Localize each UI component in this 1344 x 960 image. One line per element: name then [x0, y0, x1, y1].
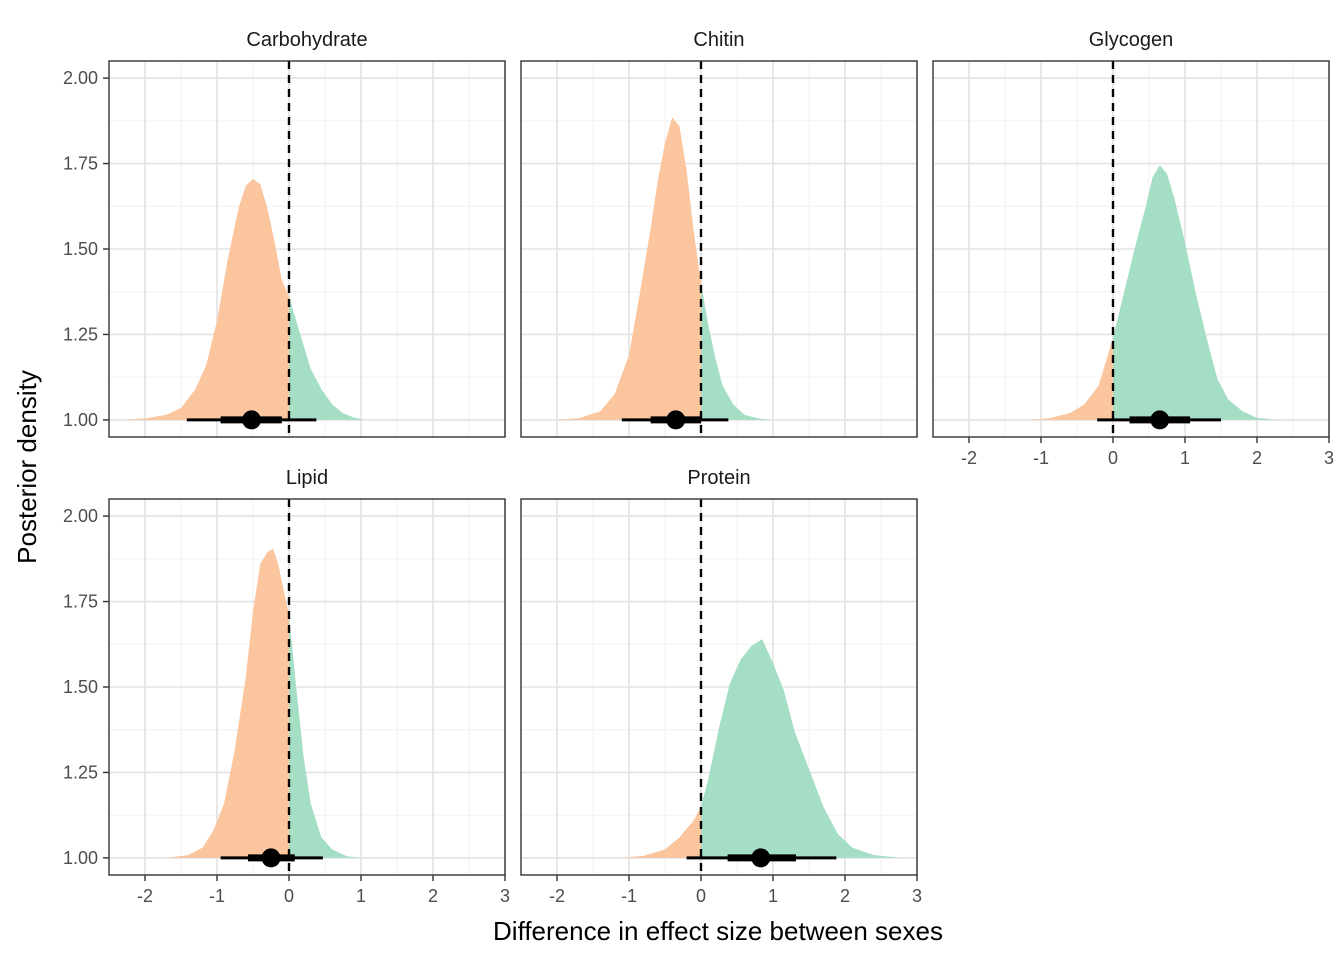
x-tick-label: 0 — [284, 886, 294, 906]
panel-border — [520, 60, 918, 438]
x-tick-label: 1 — [768, 886, 778, 906]
density-area-negative — [557, 117, 701, 420]
y-tick-label: 1.50 — [63, 677, 98, 697]
panel-glycogen: Glycogen -2 -1 0 1 2 3 — [932, 29, 1334, 468]
density-area-negative — [123, 178, 289, 420]
median-point — [242, 410, 262, 430]
panel-plot-area — [123, 61, 365, 437]
panel-plot-area — [166, 499, 361, 875]
density-area-positive — [1113, 165, 1279, 420]
y-tick-label: 1.75 — [63, 154, 98, 174]
y-tick-label: 1.00 — [63, 848, 98, 868]
panel-protein: Protein -2 -1 0 1 2 3 — [520, 467, 922, 906]
x-tick-label: 2 — [840, 886, 850, 906]
median-point — [261, 848, 281, 868]
density-area-positive — [289, 296, 365, 420]
panel-border — [520, 498, 918, 876]
x-tick-label: -1 — [621, 886, 637, 906]
density-area-positive — [701, 639, 903, 858]
panel-plot-area — [557, 61, 773, 437]
y-tick-label: 1.25 — [63, 324, 98, 344]
x-tick-label: 0 — [1108, 448, 1118, 468]
panel-carbohydrate: Carbohydrate 1.00 1.25 1.50 1.75 2.00 — [63, 29, 506, 438]
panel-chitin: Chitin — [520, 29, 918, 438]
x-tick-label: -1 — [209, 886, 225, 906]
x-tick-label: -1 — [1033, 448, 1049, 468]
panel-plot-area — [621, 499, 903, 875]
median-point — [666, 410, 686, 430]
x-tick-label: 3 — [500, 886, 510, 906]
panel-border — [932, 60, 1330, 438]
y-tick-label: 2.00 — [63, 506, 98, 526]
x-tick-label: 2 — [1252, 448, 1262, 468]
x-tick-label: 0 — [696, 886, 706, 906]
strip-title: Carbohydrate — [246, 29, 367, 51]
panel-lipid: Lipid 1.00 1.25 1.50 1.75 2.00 -2 -1 0 1 2 3 — [63, 467, 510, 906]
x-tick-label: 2 — [428, 886, 438, 906]
x-tick-label: 1 — [356, 886, 366, 906]
y-tick-label: 1.00 — [63, 410, 98, 430]
x-tick-label: -2 — [961, 448, 977, 468]
panels-layer: Carbohydrate 1.00 1.25 1.50 1.75 2.00 Chitin Gl… — [63, 29, 1334, 906]
x-axis-title: Difference in effect size between sexes — [493, 916, 943, 946]
panel-plot-area — [1026, 61, 1279, 437]
strip-title: Chitin — [693, 29, 744, 51]
strip-title: Protein — [687, 467, 750, 489]
density-area-negative — [1026, 337, 1113, 420]
density-area-positive — [289, 615, 361, 858]
y-tick-label: 1.75 — [63, 592, 98, 612]
median-point — [1150, 410, 1170, 430]
y-tick-label: 2.00 — [63, 68, 98, 88]
x-tick-label: 1 — [1180, 448, 1190, 468]
strip-title: Glycogen — [1089, 29, 1174, 51]
x-tick-label: -2 — [549, 886, 565, 906]
y-tick-label: 1.25 — [63, 762, 98, 782]
strip-title: Lipid — [286, 467, 328, 489]
density-area-negative — [166, 548, 289, 858]
x-tick-label: 3 — [912, 886, 922, 906]
median-point — [751, 848, 771, 868]
y-axis-title: Posterior density — [12, 370, 42, 564]
x-tick-label: 3 — [1324, 448, 1334, 468]
x-tick-label: -2 — [137, 886, 153, 906]
density-area-negative — [621, 806, 701, 858]
density-area-positive — [701, 283, 773, 420]
y-tick-label: 1.50 — [63, 239, 98, 259]
